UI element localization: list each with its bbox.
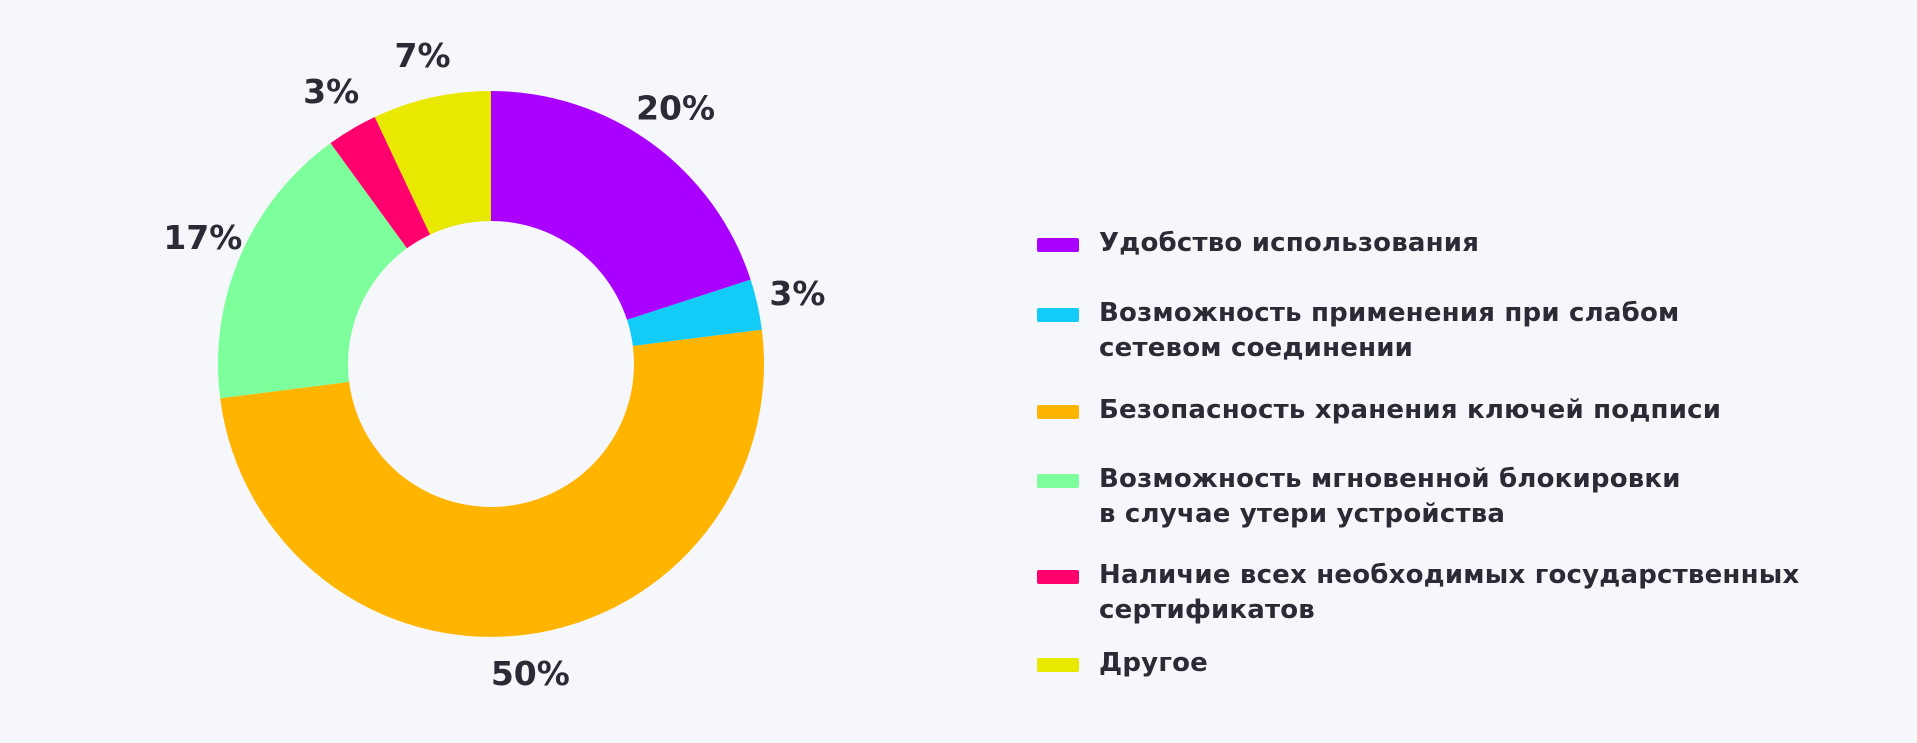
percentage-labels: 20% 3% 50% 17% 3% 7% <box>163 36 825 693</box>
legend-item-other: Другое <box>1037 646 1208 681</box>
legend-label: Удобство использования <box>1099 228 1480 258</box>
legend-swatch <box>1037 308 1079 322</box>
slice-label-other: 7% <box>394 36 450 75</box>
legend-label: Наличие всех необходимых государственных… <box>1099 560 1800 625</box>
slice-other <box>374 91 491 235</box>
slice-weak-network <box>627 279 762 347</box>
slice-label-certificates: 3% <box>303 72 359 111</box>
legend-swatch <box>1037 474 1079 488</box>
legend-label: Безопасность хранения ключей подписи <box>1099 395 1722 425</box>
legend-swatch <box>1037 405 1079 419</box>
legend-swatch <box>1037 658 1079 672</box>
legend-label: Другое <box>1099 648 1208 678</box>
slice-certificates <box>330 116 431 249</box>
slice-label-weak-network: 3% <box>769 274 825 313</box>
legend-item-usability: Удобство использования <box>1037 226 1479 261</box>
legend-item-certificates: Наличие всех необходимых государственных… <box>1037 558 1799 628</box>
donut-chart: 20% 3% 50% 17% 3% 7% <box>163 36 825 693</box>
donut-slices <box>218 91 764 637</box>
legend-item-weak-network: Возможность применения при слабом сетево… <box>1037 296 1680 366</box>
legend-swatch <box>1037 570 1079 584</box>
slice-label-usability: 20% <box>636 88 715 127</box>
legend-item-key-security: Безопасность хранения ключей подписи <box>1037 393 1721 428</box>
legend-label: Возможность мгновенной блокировки в случ… <box>1099 464 1681 529</box>
slice-instant-block <box>218 143 407 399</box>
legend-item-instant-block: Возможность мгновенной блокировки в случ… <box>1037 462 1681 532</box>
slice-label-instant-block: 17% <box>163 218 242 257</box>
slice-key-security <box>220 329 764 637</box>
slice-label-key-security: 50% <box>491 654 570 693</box>
legend-label: Возможность применения при слабом сетево… <box>1099 298 1680 363</box>
slice-usability <box>491 91 751 320</box>
legend-swatch <box>1037 238 1079 252</box>
